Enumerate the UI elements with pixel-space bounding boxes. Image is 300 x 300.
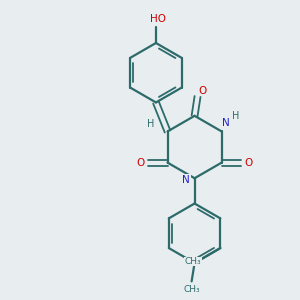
Text: HO: HO	[150, 14, 166, 24]
Text: O: O	[244, 158, 253, 168]
Text: O: O	[137, 158, 145, 168]
Text: H: H	[146, 118, 154, 129]
Text: H: H	[232, 111, 240, 121]
Text: O: O	[198, 85, 206, 96]
Text: CH₃: CH₃	[185, 257, 201, 266]
Text: N: N	[222, 118, 230, 128]
Text: N: N	[182, 175, 190, 185]
Text: CH₃: CH₃	[183, 285, 200, 294]
